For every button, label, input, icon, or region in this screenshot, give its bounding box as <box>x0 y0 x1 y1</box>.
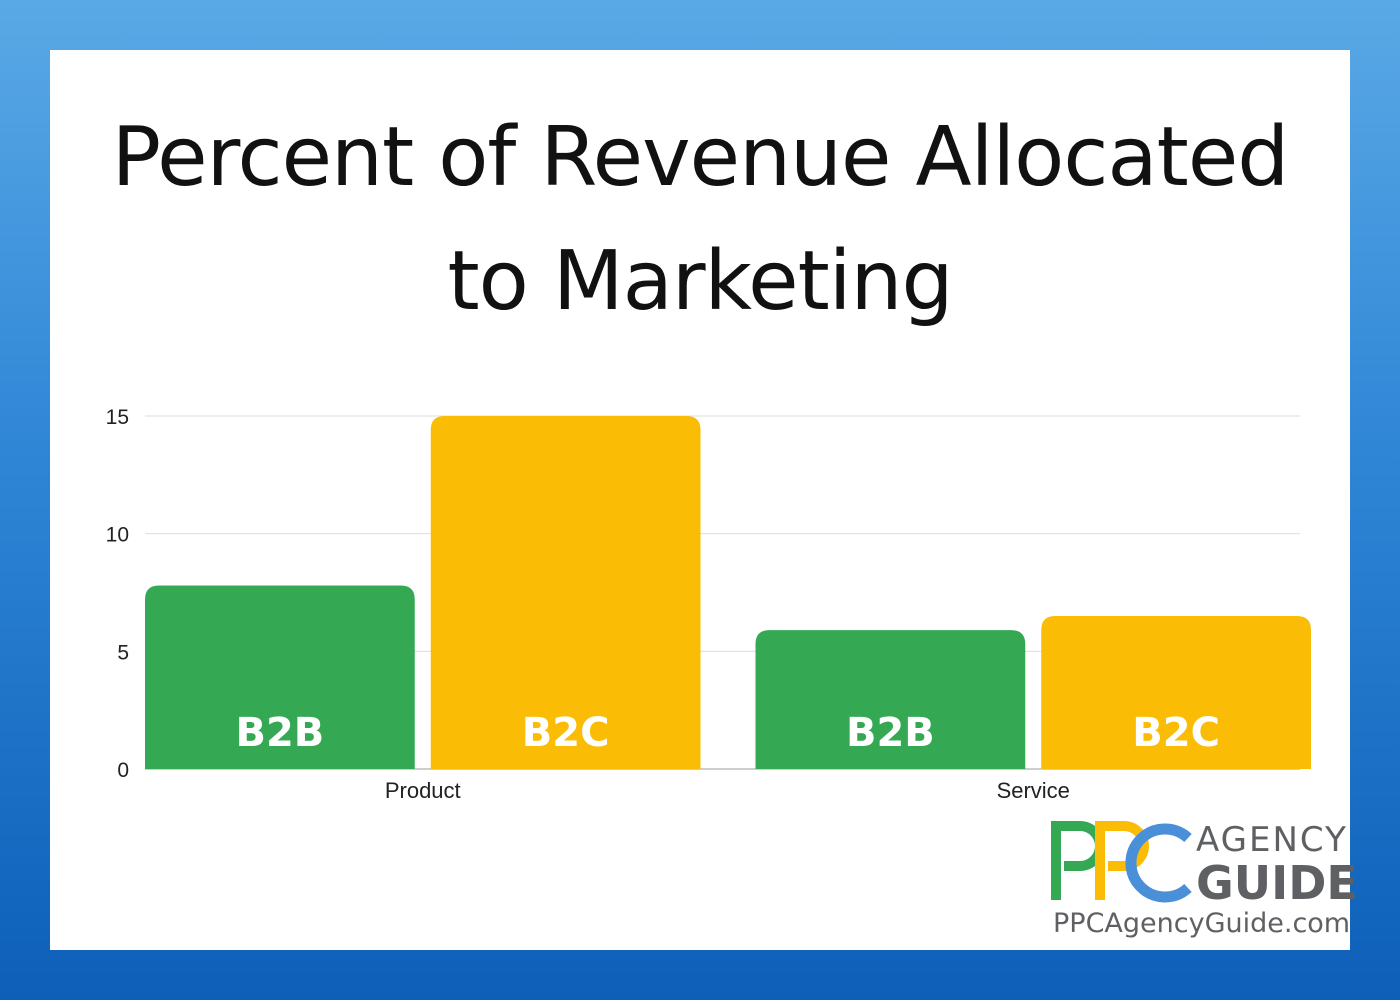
y-tick-label: 15 <box>106 406 129 429</box>
bar-product-b2c <box>430 416 701 769</box>
bar-product-b2b <box>145 585 415 769</box>
bars: B2B B2C B2B B2C <box>145 416 1311 769</box>
bar-series-label: B2B <box>846 710 935 756</box>
bar-service-b2c <box>1041 616 1311 769</box>
bar-service-b2b <box>755 630 1026 769</box>
bar-series-label: B2B <box>235 710 324 756</box>
y-tick-label: 0 <box>117 759 129 782</box>
chart-title: Percent of Revenue Allocated to Marketin… <box>0 96 1400 344</box>
y-axis-ticks: 0 5 10 15 <box>106 406 129 782</box>
bar-series-label: B2C <box>522 710 610 756</box>
logo-agency-text: AGENCY <box>1196 820 1348 860</box>
y-tick-label: 10 <box>106 524 129 547</box>
logo-guide-text: GUIDE <box>1196 856 1358 910</box>
x-tick-label: Service <box>997 778 1070 803</box>
chart-title-line-2: to Marketing <box>447 234 953 329</box>
ppc-letters-mark <box>1051 821 1192 903</box>
logo-url-text: PPCAgencyGuide.com <box>1053 908 1351 939</box>
x-tick-label: Product <box>385 778 461 803</box>
ppc-agency-guide-logo: AGENCY GUIDE PPCAgencyGuide.com <box>1050 820 1358 940</box>
bar-series-label: B2C <box>1132 710 1220 756</box>
y-tick-label: 5 <box>117 641 129 664</box>
chart-title-line-1: Percent of Revenue Allocated <box>111 110 1290 205</box>
x-axis-ticks: Product Service <box>385 778 1070 803</box>
